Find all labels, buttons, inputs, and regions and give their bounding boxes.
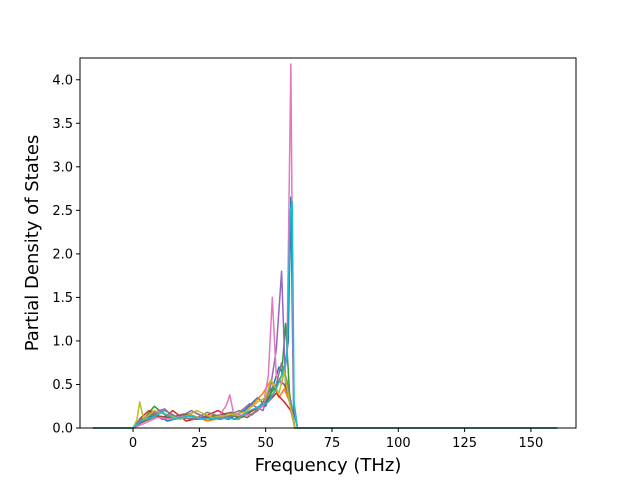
y-axis-ticks: 0.0 0.5 1.0 1.5 2.0 2.5 3.0 3.5 4.0 <box>52 73 80 437</box>
pdos-series-line-10 <box>93 200 558 429</box>
pdos-series-line-6 <box>93 379 558 429</box>
pdos-series-line-8 <box>93 361 558 429</box>
x-tick-label: 50 <box>257 436 274 451</box>
x-tick-label: 75 <box>324 436 341 451</box>
y-tick-label: 1.0 <box>52 334 73 349</box>
y-axis-label: Partial Density of States <box>22 135 43 352</box>
x-tick-label: 100 <box>386 436 411 451</box>
y-tick-label: 0.0 <box>52 422 73 437</box>
x-tick-label: 25 <box>191 436 208 451</box>
y-tick-label: 0.5 <box>52 378 73 393</box>
x-tick-label: 125 <box>452 436 477 451</box>
x-tick-label: 0 <box>129 436 137 451</box>
y-tick-label: 2.5 <box>52 204 73 219</box>
x-axis-ticks: 0 25 50 75 100 125 150 <box>129 428 543 451</box>
y-tick-label: 4.0 <box>52 73 73 88</box>
y-tick-label: 3.0 <box>52 160 73 175</box>
x-axis-label: Frequency (THz) <box>255 455 402 476</box>
y-tick-label: 3.5 <box>52 117 73 132</box>
y-tick-label: 1.5 <box>52 291 73 306</box>
y-tick-label: 2.0 <box>52 247 73 262</box>
plot-series-group <box>93 63 558 429</box>
pdos-series-line-5 <box>93 270 558 429</box>
pdos-series-line-2 <box>93 379 558 429</box>
pdos-series-line-9 <box>93 370 558 429</box>
pdos-series-line-1 <box>93 196 558 429</box>
x-tick-label: 150 <box>518 436 543 451</box>
plot-frame <box>79 57 577 429</box>
pdos-series-line-7 <box>93 63 558 429</box>
